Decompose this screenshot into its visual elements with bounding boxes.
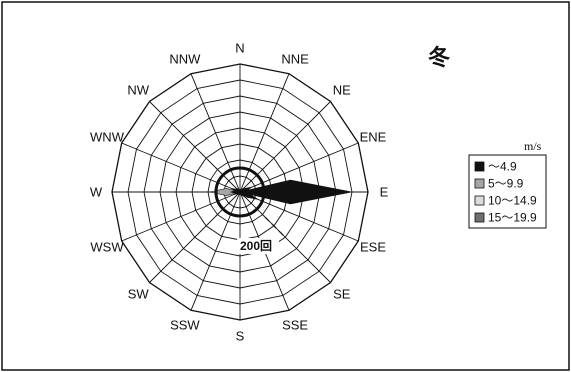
direction-label-se: SE [333, 286, 351, 301]
direction-label-sse: SSE [282, 318, 308, 333]
direction-label-ne: NE [333, 83, 351, 98]
direction-label-nw: NW [127, 83, 149, 98]
chart-title: 冬 [428, 45, 450, 71]
direction-label-nnw: NNW [169, 52, 201, 67]
petal-ese-series-0 [238, 191, 258, 200]
petal-e-series-0 [239, 179, 353, 205]
direction-label-sw: SW [128, 286, 150, 301]
spoke-wnw [121, 142, 241, 193]
spoke-ene [239, 142, 359, 193]
legend-swatch-0 [474, 161, 485, 172]
wind-petals [209, 179, 353, 205]
scale-reference-line [264, 216, 286, 238]
legend: 〜4.9 5〜9.9 10〜14.9 15〜19.9 [474, 160, 537, 225]
scale-label: 200回 [240, 239, 272, 253]
legend-label-1: 5〜9.9 [488, 177, 524, 191]
unit-label: m/s [524, 139, 542, 153]
direction-label-e: E [380, 185, 389, 200]
direction-labels: N NNE NE ENE E ESE SE SSE S SSW SW WSW W WNW NW NNW [90, 41, 389, 344]
legend-label-3: 15〜19.9 [488, 211, 537, 225]
legend-swatch-2 [474, 195, 485, 206]
legend-swatch-3 [474, 212, 485, 223]
spoke-ne [239, 101, 331, 193]
direction-label-nne: NNE [281, 52, 309, 67]
spoke-nne [239, 73, 290, 193]
legend-swatch-1 [474, 178, 485, 189]
direction-label-w: W [90, 185, 103, 200]
spoke-ese [239, 191, 359, 242]
calm-circle [214, 166, 266, 218]
calm-circle-layer [214, 166, 266, 218]
direction-label-wnw: WNW [90, 129, 125, 144]
spoke-ssw [190, 191, 241, 311]
direction-label-ese: ESE [360, 240, 386, 255]
scale-label-bg [237, 238, 279, 254]
direction-label-n: N [235, 41, 244, 56]
petal-nnw-series-0 [238, 188, 241, 194]
direction-label-wsw: WSW [90, 240, 124, 255]
petal-w-series-1 [209, 188, 242, 196]
spoke-sw [149, 191, 241, 283]
spoke-nnw [190, 73, 241, 193]
direction-label-ene: ENE [360, 129, 387, 144]
spoke-nw [149, 101, 241, 193]
direction-label-ssw: SSW [170, 318, 200, 333]
spoke-se [239, 191, 331, 283]
legend-label-2: 10〜14.9 [488, 194, 537, 208]
spoke-wsw [121, 191, 241, 242]
legend-label-0: 〜4.9 [488, 160, 517, 174]
direction-label-s: S [236, 329, 245, 344]
